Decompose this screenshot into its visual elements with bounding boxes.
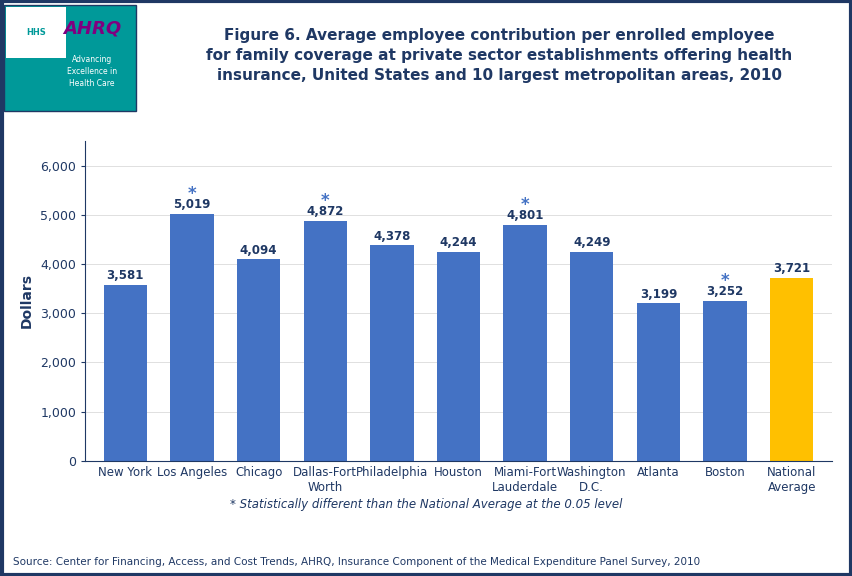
Text: 4,244: 4,244 — [440, 236, 476, 249]
Text: 3,199: 3,199 — [639, 288, 676, 301]
Text: AHRQ: AHRQ — [63, 20, 121, 38]
Text: Figure 6. Average employee contribution per enrolled employee
for family coverag: Figure 6. Average employee contribution … — [205, 28, 792, 82]
FancyBboxPatch shape — [4, 5, 136, 111]
Text: HHS: HHS — [26, 28, 46, 37]
Text: 4,094: 4,094 — [239, 244, 277, 257]
Text: Advancing
Excellence in
Health Care: Advancing Excellence in Health Care — [67, 55, 117, 88]
FancyBboxPatch shape — [6, 7, 66, 58]
Bar — [769, 278, 813, 461]
Text: 3,252: 3,252 — [705, 285, 743, 298]
Bar — [436, 252, 480, 461]
Bar — [703, 301, 746, 461]
Bar — [303, 221, 347, 461]
Text: * Statistically different than the National Average at the 0.05 level: * Statistically different than the Natio… — [230, 498, 622, 511]
Text: 3,581: 3,581 — [106, 269, 144, 282]
Text: Source: Center for Financing, Access, and Cost Trends, AHRQ, Insurance Component: Source: Center for Financing, Access, an… — [13, 558, 699, 567]
Bar — [636, 304, 679, 461]
Text: *: * — [720, 272, 728, 290]
Text: 4,801: 4,801 — [506, 209, 544, 222]
Bar — [170, 214, 213, 461]
Bar — [103, 285, 147, 461]
Text: *: * — [320, 192, 329, 210]
Text: 4,378: 4,378 — [372, 230, 410, 242]
Bar — [370, 245, 413, 461]
Bar — [503, 225, 546, 461]
Text: 5,019: 5,019 — [173, 198, 210, 211]
Text: *: * — [187, 185, 196, 203]
Text: 4,872: 4,872 — [306, 206, 343, 218]
Text: *: * — [521, 196, 529, 214]
Bar — [237, 259, 280, 461]
Text: 3,721: 3,721 — [772, 262, 809, 275]
Bar — [569, 252, 613, 461]
Y-axis label: Dollars: Dollars — [20, 274, 33, 328]
Text: 4,249: 4,249 — [573, 236, 610, 249]
